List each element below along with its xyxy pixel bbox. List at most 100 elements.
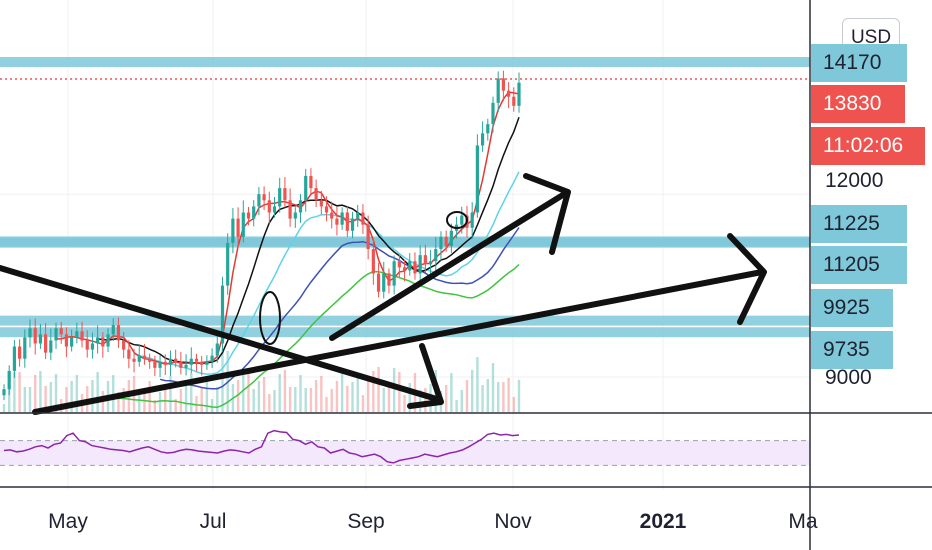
candle-body [376, 273, 381, 292]
volume-bar [200, 388, 203, 412]
candle-body [179, 361, 183, 368]
candle-body [12, 346, 17, 371]
volume-bar [424, 388, 427, 412]
candle-body [345, 212, 349, 231]
volume-bar [236, 380, 240, 412]
rsi-pane [0, 429, 810, 466]
y-tick-9000: 9000 [825, 366, 872, 389]
volume-bar [512, 397, 515, 412]
candle-body [460, 215, 464, 225]
volume-bar [346, 386, 349, 412]
volume-bar [153, 400, 157, 412]
volume-bar [392, 368, 396, 412]
volume-bar [481, 385, 484, 412]
candle-body [210, 355, 214, 362]
candle-body [278, 188, 282, 207]
volume-bar [75, 375, 79, 412]
volume-bar [325, 397, 328, 412]
candle-body [75, 331, 79, 338]
volume-bar [476, 357, 479, 412]
candle-body [491, 102, 495, 125]
candle-body [496, 78, 500, 103]
candle-body [288, 200, 292, 219]
candle-body [319, 200, 323, 207]
candle-body [506, 90, 511, 97]
candle-body [226, 242, 230, 286]
volume-bar [96, 372, 99, 412]
candle-body [283, 188, 287, 201]
volume-bar [491, 363, 495, 412]
volume-bar [18, 372, 21, 412]
candle-body [252, 206, 256, 219]
short-uptrend-line [329, 190, 569, 341]
volume-bar [387, 384, 391, 412]
volume-bar [268, 394, 271, 412]
candle-body [194, 358, 199, 362]
candle-body [423, 255, 427, 265]
candle-body [174, 358, 178, 362]
x-tick-mar: Ma [788, 510, 818, 533]
candle-body [392, 261, 396, 286]
candle-body [439, 236, 443, 250]
volume-bar [169, 376, 172, 412]
volume-bar [351, 382, 354, 412]
volume-bar [2, 404, 6, 412]
candle-body [2, 389, 6, 396]
candle-body [106, 334, 110, 347]
candle-body [408, 261, 412, 271]
short-uptrend-arrowhead [523, 173, 571, 255]
candle-body [475, 145, 479, 213]
candle-body [272, 206, 277, 213]
x-tick-nov: Nov [494, 510, 532, 533]
volume-bar [486, 379, 489, 412]
candle-body [350, 218, 355, 231]
candle-body [137, 355, 141, 362]
price-tag-level-9735: 9735 [811, 331, 893, 369]
volume-bar [257, 381, 261, 412]
volume-bar [164, 386, 167, 412]
candle-body [18, 346, 22, 359]
candle-body [116, 325, 121, 341]
candle-body [44, 334, 48, 353]
candle-body [132, 358, 136, 362]
candle-body [127, 349, 131, 359]
candle-body [428, 261, 433, 265]
price-tag-level-11225: 11225 [811, 205, 907, 243]
candle-body [85, 340, 89, 350]
volume-bar [210, 399, 214, 412]
volume-bar [403, 395, 406, 412]
candle-body [382, 273, 386, 292]
volume-bar [309, 388, 313, 412]
volume-bar [247, 372, 250, 412]
candle-body [257, 194, 261, 207]
level-band [0, 315, 810, 326]
volume-bar [320, 376, 323, 412]
candle-body [189, 358, 193, 365]
circled-retest [446, 211, 468, 229]
candle-body [7, 370, 11, 390]
volume-bar [455, 400, 458, 412]
volume-bar [444, 385, 448, 412]
x-tick-jul: Jul [199, 510, 227, 533]
y-tick-12000: 12000 [825, 169, 884, 192]
volume-bar [174, 399, 177, 412]
candle-body [122, 340, 126, 350]
candle-body [449, 230, 453, 247]
candle-body [168, 358, 173, 365]
volume-bar [179, 389, 183, 412]
candle-body [262, 194, 266, 201]
candle-body [70, 337, 74, 347]
volume-bar [314, 380, 318, 412]
candle-body [444, 236, 448, 247]
price-tag-level-9925: 9925 [811, 289, 893, 327]
candle-body [215, 343, 219, 356]
candle-body [49, 340, 53, 353]
volume-bar [148, 381, 151, 412]
candle-body [205, 361, 209, 365]
candle-body [38, 334, 43, 344]
candle-body [200, 361, 204, 365]
price-tag-level-14170: 14170 [811, 44, 907, 82]
volume-bar [49, 382, 53, 412]
candles [2, 70, 521, 401]
